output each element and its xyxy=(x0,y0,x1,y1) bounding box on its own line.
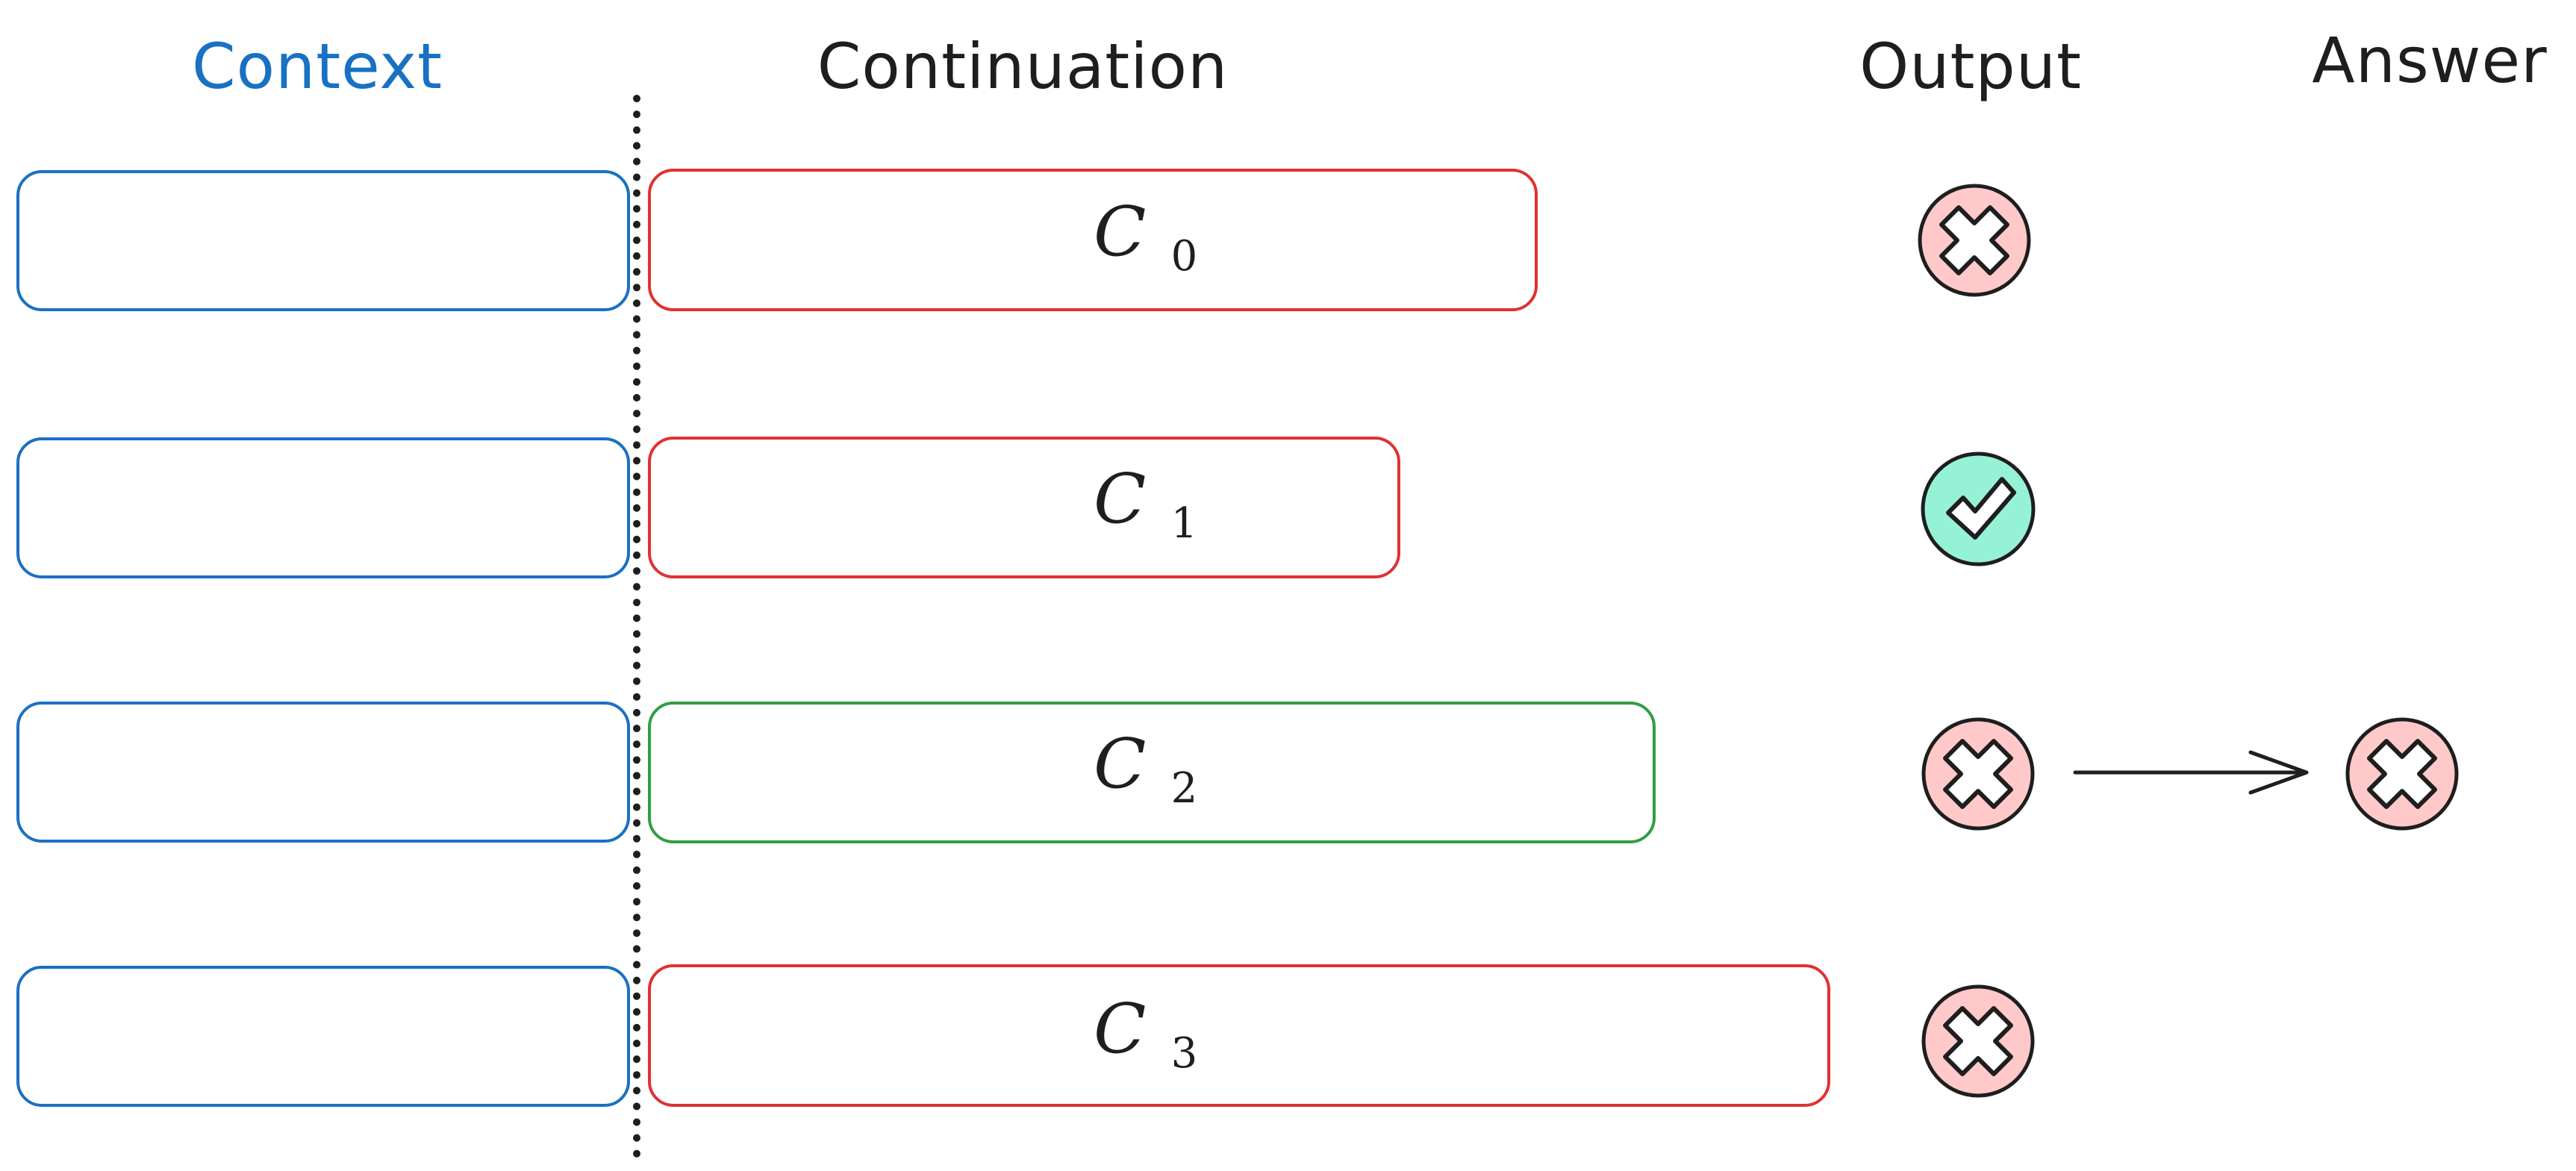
header-continuation: Continuation xyxy=(817,30,1228,103)
continuation-box xyxy=(648,437,1400,578)
x-circle-icon xyxy=(1921,984,2035,1098)
context-box xyxy=(16,170,630,311)
context-box xyxy=(16,702,630,843)
continuation-index: 2 xyxy=(1171,764,1198,813)
x-circle-icon xyxy=(2345,717,2459,831)
continuation-label: C 0 xyxy=(1094,192,1197,281)
arrow-right-icon xyxy=(2073,750,2309,795)
continuation-box xyxy=(648,964,1830,1107)
header-context: Context xyxy=(192,30,443,103)
continuation-label: C 2 xyxy=(1094,724,1197,813)
row-3: C 3 xyxy=(16,964,2035,1107)
continuation-index: 3 xyxy=(1171,1029,1198,1078)
continuation-letter: C xyxy=(1094,724,1146,804)
continuation-index: 1 xyxy=(1171,499,1198,548)
continuation-letter: C xyxy=(1094,459,1146,539)
context-box xyxy=(16,437,630,578)
continuation-box xyxy=(648,169,1538,311)
continuation-box xyxy=(648,702,1656,843)
row-2: C 2 xyxy=(16,702,2459,843)
x-circle-icon xyxy=(1918,184,2031,297)
continuation-index: 0 xyxy=(1171,232,1198,281)
header-answer: Answer xyxy=(2312,24,2547,97)
continuation-letter: C xyxy=(1094,192,1146,272)
x-circle-icon xyxy=(1921,717,2035,831)
header-output: Output xyxy=(1859,30,2082,103)
continuation-label: C 1 xyxy=(1094,459,1197,548)
context-box xyxy=(16,966,630,1107)
continuation-label: C 3 xyxy=(1094,989,1197,1078)
continuation-letter: C xyxy=(1094,989,1146,1069)
row-1: C 1 xyxy=(16,437,2036,578)
row-0: C 0 xyxy=(16,169,2031,311)
check-circle-icon xyxy=(1921,452,2036,566)
